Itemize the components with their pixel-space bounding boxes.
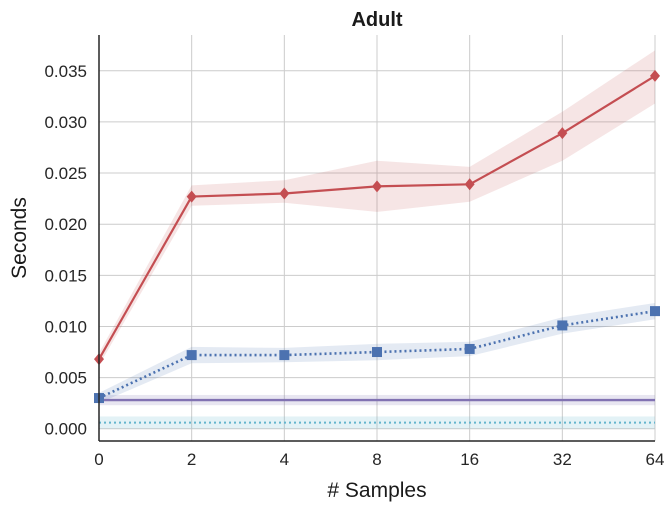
axes <box>98 35 655 442</box>
blue-square-series-point <box>650 306 660 317</box>
red-diamond-series-point <box>650 69 660 82</box>
cyan-constant-line-band <box>99 416 655 429</box>
x-tick-label: 32 <box>553 450 572 469</box>
y-tick-label: 0.015 <box>44 266 87 285</box>
x-tick-label: 8 <box>372 450 381 469</box>
y-axis-title: Seconds <box>8 197 31 279</box>
y-tick-label: 0.020 <box>44 215 87 234</box>
x-axis-title: # Samples <box>327 479 426 502</box>
grid <box>98 35 656 441</box>
blue-square-series-point <box>279 350 290 361</box>
blue-square-series-point <box>464 343 475 354</box>
red-diamond-series-point <box>279 187 290 200</box>
x-tick-label: 2 <box>187 450 196 469</box>
red-diamond-series-point <box>372 180 382 193</box>
x-tick-label: 16 <box>460 450 479 469</box>
y-tick-label: 0.030 <box>44 113 87 132</box>
red-diamond-series-point <box>464 178 475 191</box>
y-tick-label: 0.025 <box>44 164 87 183</box>
y-tick-label: 0.005 <box>44 369 87 388</box>
y-tick-label: 0.035 <box>44 62 87 81</box>
red-diamond-series-point <box>186 190 197 203</box>
tick-labels: 0.000 0.005 0.010 0.015 0.020 0.025 0.030 0.035… <box>44 62 664 469</box>
x-tick-label: 4 <box>280 450 289 469</box>
blue-square-series-point <box>186 350 197 361</box>
x-tick-label: 64 <box>646 450 664 469</box>
blue-square-series-point <box>372 347 382 358</box>
chart-title: Adult <box>351 9 402 31</box>
blue-square-series-point <box>557 320 568 331</box>
red-diamond-series-point <box>557 127 568 140</box>
red-diamond-series-band <box>99 50 655 366</box>
y-tick-label: 0.000 <box>44 420 87 439</box>
reference-lines <box>99 398 655 424</box>
y-tick-label: 0.010 <box>44 317 87 336</box>
series-markers <box>94 69 660 404</box>
x-tick-label: 0 <box>94 450 103 469</box>
